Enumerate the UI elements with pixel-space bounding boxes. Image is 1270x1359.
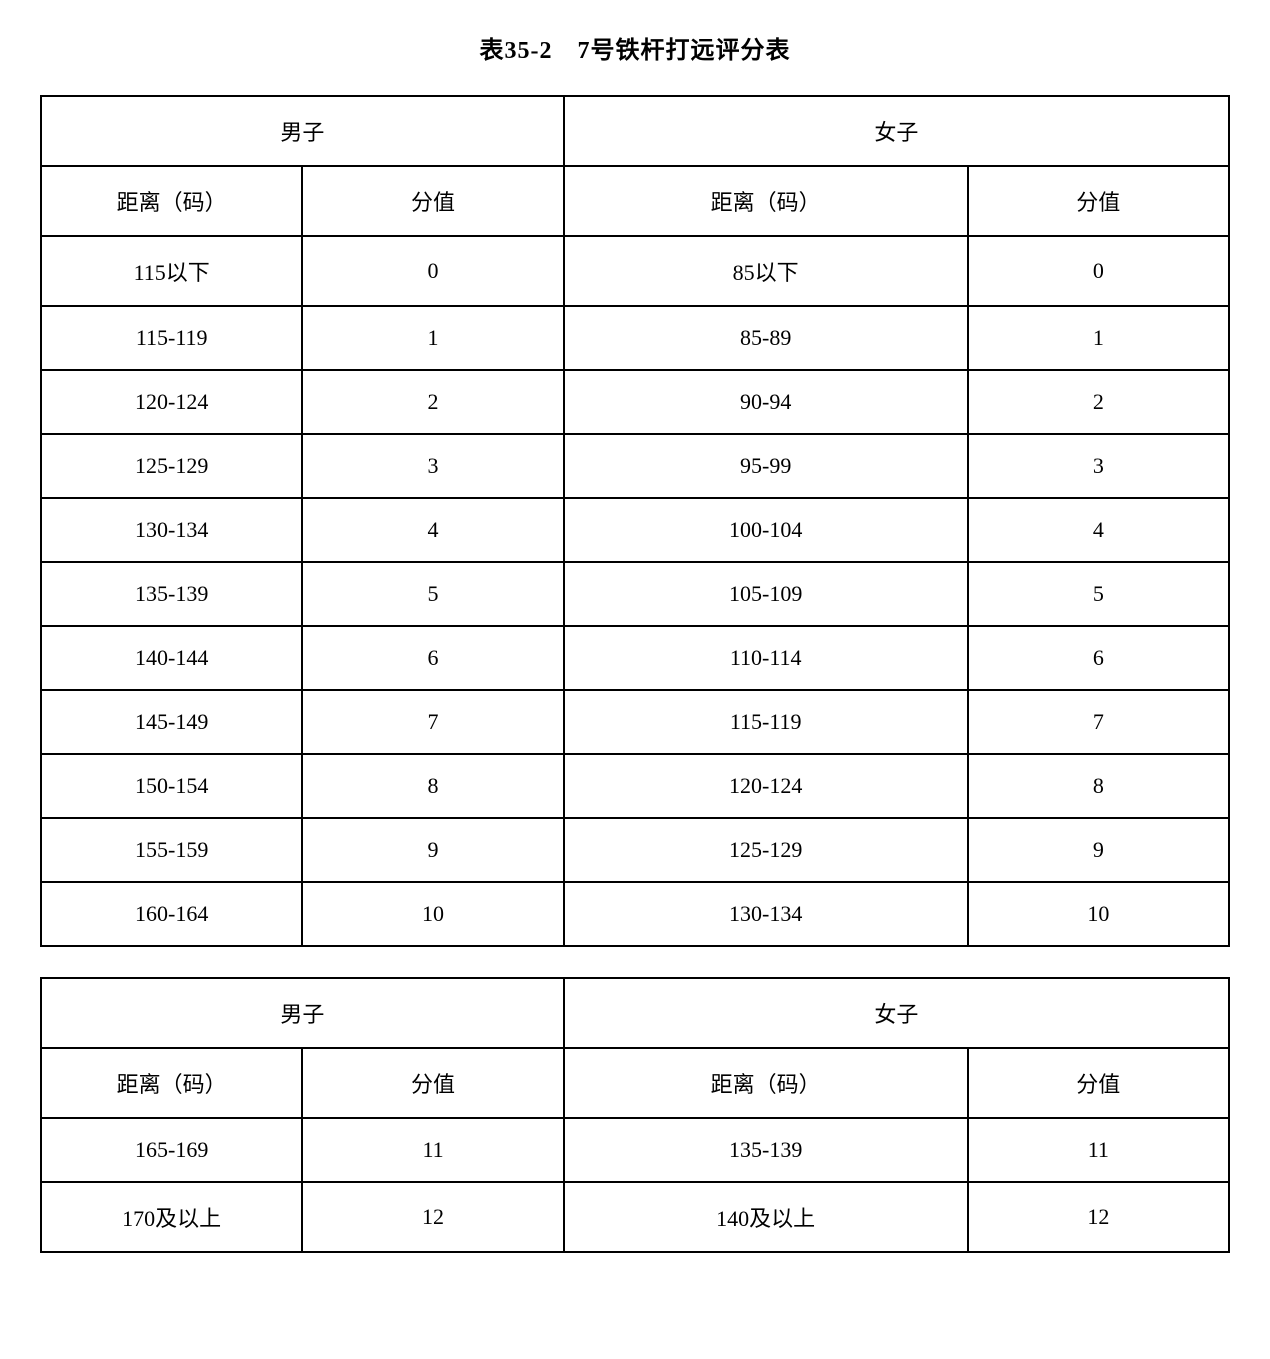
table-row: 160-16410130-13410 bbox=[41, 882, 1229, 946]
cell-female-score: 10 bbox=[968, 882, 1229, 946]
cell-female-distance: 95-99 bbox=[564, 434, 968, 498]
table-row: 115-119185-891 bbox=[41, 306, 1229, 370]
cell-male-score: 5 bbox=[302, 562, 563, 626]
table-row: 135-1395105-1095 bbox=[41, 562, 1229, 626]
cell-female-score: 2 bbox=[968, 370, 1229, 434]
cell-female-score: 12 bbox=[968, 1182, 1229, 1252]
table-header-row-2: 距离（码） 分值 距离（码） 分值 bbox=[41, 1048, 1229, 1118]
cell-male-distance: 125-129 bbox=[41, 434, 302, 498]
cell-female-score: 3 bbox=[968, 434, 1229, 498]
header-female: 女子 bbox=[564, 978, 1229, 1048]
cell-female-score: 7 bbox=[968, 690, 1229, 754]
cell-male-distance: 135-139 bbox=[41, 562, 302, 626]
cell-female-score: 6 bbox=[968, 626, 1229, 690]
cell-male-score: 1 bbox=[302, 306, 563, 370]
cell-female-distance: 135-139 bbox=[564, 1118, 968, 1182]
cell-female-distance: 85以下 bbox=[564, 236, 968, 306]
cell-male-distance: 160-164 bbox=[41, 882, 302, 946]
cell-male-distance: 120-124 bbox=[41, 370, 302, 434]
header-score-m: 分值 bbox=[302, 166, 563, 236]
cell-male-score: 9 bbox=[302, 818, 563, 882]
table-row: 165-16911135-13911 bbox=[41, 1118, 1229, 1182]
cell-male-score: 3 bbox=[302, 434, 563, 498]
header-score-f: 分值 bbox=[968, 1048, 1229, 1118]
cell-female-score: 1 bbox=[968, 306, 1229, 370]
header-distance-f: 距离（码） bbox=[564, 1048, 968, 1118]
header-score-f: 分值 bbox=[968, 166, 1229, 236]
cell-male-score: 6 bbox=[302, 626, 563, 690]
cell-female-distance: 105-109 bbox=[564, 562, 968, 626]
cell-male-score: 4 bbox=[302, 498, 563, 562]
table-row: 120-124290-942 bbox=[41, 370, 1229, 434]
cell-female-distance: 115-119 bbox=[564, 690, 968, 754]
cell-male-score: 0 bbox=[302, 236, 563, 306]
cell-male-score: 12 bbox=[302, 1182, 563, 1252]
cell-male-score: 8 bbox=[302, 754, 563, 818]
table-row: 155-1599125-1299 bbox=[41, 818, 1229, 882]
table-row: 130-1344100-1044 bbox=[41, 498, 1229, 562]
cell-male-distance: 130-134 bbox=[41, 498, 302, 562]
header-female: 女子 bbox=[564, 96, 1229, 166]
cell-male-score: 7 bbox=[302, 690, 563, 754]
score-table-2-wrapper: 男子 女子 距离（码） 分值 距离（码） 分值 165-16911135-139… bbox=[40, 977, 1230, 1253]
table-row: 145-1497115-1197 bbox=[41, 690, 1229, 754]
header-distance-m: 距离（码） bbox=[41, 1048, 302, 1118]
header-male: 男子 bbox=[41, 96, 564, 166]
table-title: 表35-2 7号铁杆打远评分表 bbox=[40, 30, 1230, 65]
cell-male-distance: 150-154 bbox=[41, 754, 302, 818]
cell-female-score: 11 bbox=[968, 1118, 1229, 1182]
cell-female-score: 9 bbox=[968, 818, 1229, 882]
table-row: 140-1446110-1146 bbox=[41, 626, 1229, 690]
cell-male-distance: 115以下 bbox=[41, 236, 302, 306]
cell-male-score: 10 bbox=[302, 882, 563, 946]
header-score-m: 分值 bbox=[302, 1048, 563, 1118]
cell-male-distance: 170及以上 bbox=[41, 1182, 302, 1252]
cell-male-distance: 140-144 bbox=[41, 626, 302, 690]
table-header-row-1: 男子 女子 bbox=[41, 978, 1229, 1048]
cell-female-score: 0 bbox=[968, 236, 1229, 306]
table-row: 150-1548120-1248 bbox=[41, 754, 1229, 818]
cell-female-score: 5 bbox=[968, 562, 1229, 626]
table-header-row-2: 距离（码） 分值 距离（码） 分值 bbox=[41, 166, 1229, 236]
cell-male-score: 11 bbox=[302, 1118, 563, 1182]
cell-male-distance: 155-159 bbox=[41, 818, 302, 882]
cell-female-distance: 110-114 bbox=[564, 626, 968, 690]
score-table-1-wrapper: 男子 女子 距离（码） 分值 距离（码） 分值 115以下085以下0115-1… bbox=[40, 95, 1230, 947]
cell-female-distance: 130-134 bbox=[564, 882, 968, 946]
cell-female-score: 8 bbox=[968, 754, 1229, 818]
cell-female-distance: 100-104 bbox=[564, 498, 968, 562]
header-distance-m: 距离（码） bbox=[41, 166, 302, 236]
table-header-row-1: 男子 女子 bbox=[41, 96, 1229, 166]
table-row: 115以下085以下0 bbox=[41, 236, 1229, 306]
header-distance-f: 距离（码） bbox=[564, 166, 968, 236]
table-row: 170及以上12140及以上12 bbox=[41, 1182, 1229, 1252]
cell-female-distance: 140及以上 bbox=[564, 1182, 968, 1252]
table-row: 125-129395-993 bbox=[41, 434, 1229, 498]
cell-male-distance: 165-169 bbox=[41, 1118, 302, 1182]
cell-male-distance: 145-149 bbox=[41, 690, 302, 754]
cell-male-distance: 115-119 bbox=[41, 306, 302, 370]
header-male: 男子 bbox=[41, 978, 564, 1048]
cell-female-score: 4 bbox=[968, 498, 1229, 562]
cell-female-distance: 125-129 bbox=[564, 818, 968, 882]
score-table-2: 男子 女子 距离（码） 分值 距离（码） 分值 165-16911135-139… bbox=[40, 977, 1230, 1253]
cell-male-score: 2 bbox=[302, 370, 563, 434]
cell-female-distance: 90-94 bbox=[564, 370, 968, 434]
cell-female-distance: 120-124 bbox=[564, 754, 968, 818]
score-table-1: 男子 女子 距离（码） 分值 距离（码） 分值 115以下085以下0115-1… bbox=[40, 95, 1230, 947]
cell-female-distance: 85-89 bbox=[564, 306, 968, 370]
